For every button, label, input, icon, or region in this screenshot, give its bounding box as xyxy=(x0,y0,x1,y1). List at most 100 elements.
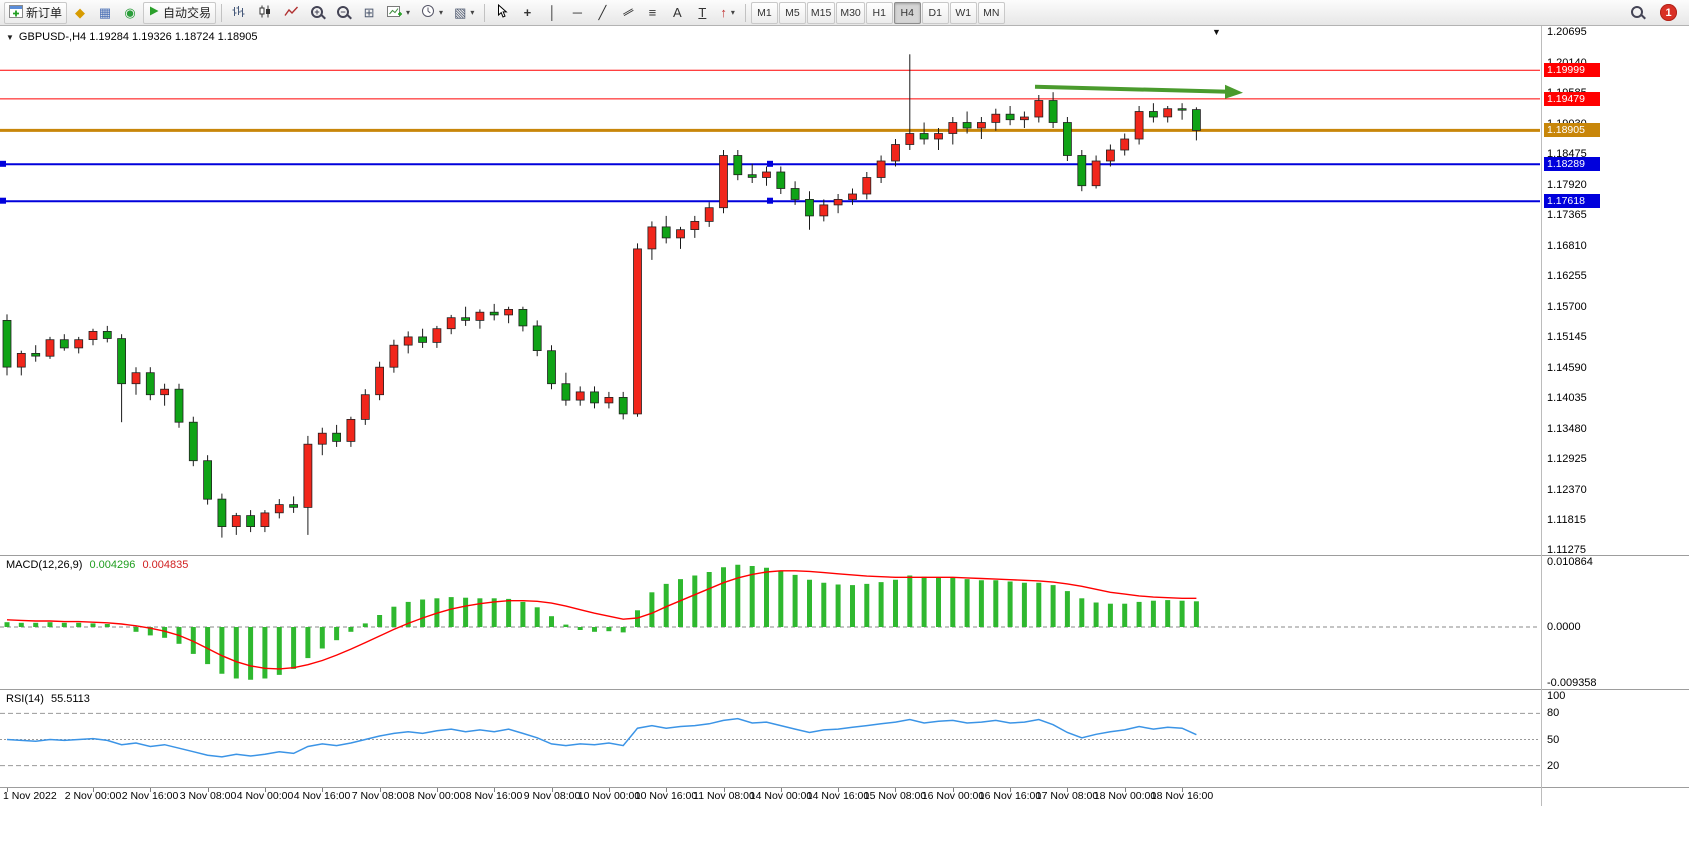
vertical-line-button[interactable]: │ xyxy=(540,2,564,24)
line-handle[interactable] xyxy=(767,197,773,204)
time-axis-label[interactable]: 8 Nov 16:00 xyxy=(465,790,523,802)
chart-shift-marker[interactable]: ▼ xyxy=(1212,27,1221,37)
periods-button[interactable]: ▾ xyxy=(416,2,448,24)
time-axis-label[interactable]: 4 Nov 16:00 xyxy=(293,790,351,802)
time-axis-label[interactable]: 10 Nov 00:00 xyxy=(577,790,641,802)
time-axis-label[interactable]: 8 Nov 00:00 xyxy=(408,790,466,802)
time-axis-label[interactable]: 7 Nov 08:00 xyxy=(351,790,409,802)
candle-body xyxy=(289,504,299,508)
candle-body xyxy=(1149,111,1158,118)
pane-separator[interactable] xyxy=(0,555,1689,556)
horizontal-line-button[interactable]: ─ xyxy=(565,2,589,24)
time-axis-label[interactable]: 15 Nov 08:00 xyxy=(863,790,927,802)
time-axis-separator xyxy=(0,787,1689,788)
price-axis-label: 1.17365 xyxy=(1547,209,1587,221)
charts-grid-button[interactable]: ▦ xyxy=(93,2,117,24)
trend-arrow-head[interactable] xyxy=(1225,84,1243,99)
candle-body xyxy=(375,366,385,396)
cursor-button[interactable] xyxy=(490,2,514,24)
templates-button[interactable]: ▧ ▾ xyxy=(449,2,479,24)
caret-icon: ▾ xyxy=(730,8,735,17)
candle-body xyxy=(260,512,270,527)
candle-body xyxy=(891,144,900,162)
time-axis-label[interactable]: 16 Nov 00:00 xyxy=(921,790,985,802)
price-axis-label: 1.16255 xyxy=(1547,270,1587,282)
candle-body xyxy=(246,515,256,528)
notification-badge[interactable]: 1 xyxy=(1660,4,1677,21)
time-axis-label[interactable]: 17 Nov 08:00 xyxy=(1035,790,1099,802)
candlestick-chart[interactable] xyxy=(0,27,1540,555)
zoom-in-button[interactable]: + xyxy=(305,2,330,24)
candle-body xyxy=(1120,138,1130,151)
timeframe-w1-button[interactable]: W1 xyxy=(949,1,977,24)
time-axis-tick xyxy=(1010,788,1011,792)
pane-separator[interactable] xyxy=(0,689,1689,690)
time-axis-label[interactable]: 16 Nov 16:00 xyxy=(978,790,1042,802)
new-order-label: 新订单 xyxy=(26,6,63,20)
text-button[interactable]: A xyxy=(665,2,689,24)
trend-arrow-line[interactable] xyxy=(1034,84,1230,94)
timeframe-m5-button[interactable]: M5 xyxy=(778,1,806,24)
line-chart-button[interactable] xyxy=(279,2,304,24)
profiles-button[interactable]: ◆ xyxy=(68,2,92,24)
candles-chart-icon xyxy=(258,5,273,21)
time-axis-label[interactable]: 18 Nov 16:00 xyxy=(1150,790,1214,802)
price-axis-label: 1.12370 xyxy=(1547,484,1587,496)
one-click-trading-icon[interactable]: ▼ xyxy=(6,32,14,42)
candle-body xyxy=(905,133,915,145)
price-axis-label: 1.16810 xyxy=(1547,240,1587,252)
candles-chart-button[interactable] xyxy=(253,2,278,24)
timeframe-mn-button[interactable]: MN xyxy=(977,1,1005,24)
timeframe-m15-button[interactable]: M15 xyxy=(806,1,836,24)
time-axis-label[interactable]: 4 Nov 00:00 xyxy=(236,790,294,802)
timeframe-m30-button[interactable]: M30 xyxy=(836,1,865,24)
zoom-out-button[interactable]: − xyxy=(331,2,356,24)
time-axis-label[interactable]: 14 Nov 00:00 xyxy=(749,790,813,802)
candle-body xyxy=(561,383,571,401)
time-axis-label[interactable]: 9 Nov 08:00 xyxy=(523,790,581,802)
time-axis-label[interactable]: 14 Nov 16:00 xyxy=(806,790,870,802)
trendline-button[interactable]: ╱ xyxy=(590,2,614,24)
line-handle[interactable] xyxy=(767,160,773,167)
macd-indicator-chart[interactable] xyxy=(0,556,1540,689)
candle-body xyxy=(690,220,700,230)
candle-body xyxy=(1134,111,1144,140)
arrows-button[interactable]: ↑ ▾ xyxy=(715,2,740,24)
text-label-button[interactable]: T xyxy=(690,2,714,24)
candle-body xyxy=(1020,116,1029,121)
candle-body xyxy=(962,122,972,129)
time-axis-tick xyxy=(724,788,725,792)
time-axis-label[interactable]: 1 Nov 2022 xyxy=(3,790,57,802)
sound-alerts-button[interactable]: ◉ xyxy=(118,2,142,24)
candle-body xyxy=(747,174,757,178)
time-axis-label[interactable]: 3 Nov 08:00 xyxy=(179,790,237,802)
candle-body xyxy=(790,188,800,200)
timeframe-m1-button[interactable]: M1 xyxy=(750,1,778,24)
new-chart-button[interactable]: ▾ xyxy=(382,2,415,24)
time-axis-label[interactable]: 10 Nov 16:00 xyxy=(634,790,698,802)
auto-trading-button[interactable]: 自动交易 xyxy=(143,1,217,24)
channel-button[interactable]: ∥ xyxy=(615,2,639,24)
rsi-indicator-chart[interactable] xyxy=(0,690,1540,787)
time-axis-label[interactable]: 11 Nov 08:00 xyxy=(693,790,755,802)
price-axis-label: 1.15700 xyxy=(1547,301,1587,313)
time-axis-label[interactable]: 18 Nov 00:00 xyxy=(1093,790,1157,802)
bars-chart-button[interactable] xyxy=(227,2,252,24)
candle-body xyxy=(2,319,12,368)
price-axis-label: 1.20695 xyxy=(1547,26,1587,38)
timeframe-d1-button[interactable]: D1 xyxy=(921,1,949,24)
timeframe-h4-button[interactable]: H4 xyxy=(893,1,921,24)
new-order-button[interactable]: 新订单 xyxy=(4,1,68,24)
line-handle[interactable] xyxy=(0,160,6,167)
timeframe-h1-button[interactable]: H1 xyxy=(865,1,893,24)
time-axis-tick xyxy=(666,788,667,792)
candle-body xyxy=(59,339,69,349)
time-axis-label[interactable]: 2 Nov 00:00 xyxy=(64,790,122,802)
crosshair-button[interactable]: + xyxy=(515,2,539,24)
tile-windows-button[interactable]: ⊞ xyxy=(357,2,381,24)
fibonacci-button[interactable]: ≡ xyxy=(640,2,664,24)
line-handle[interactable] xyxy=(0,197,6,204)
time-axis-label[interactable]: 2 Nov 16:00 xyxy=(121,790,179,802)
time-axis-tick xyxy=(494,788,495,792)
search-button[interactable] xyxy=(1625,2,1650,24)
